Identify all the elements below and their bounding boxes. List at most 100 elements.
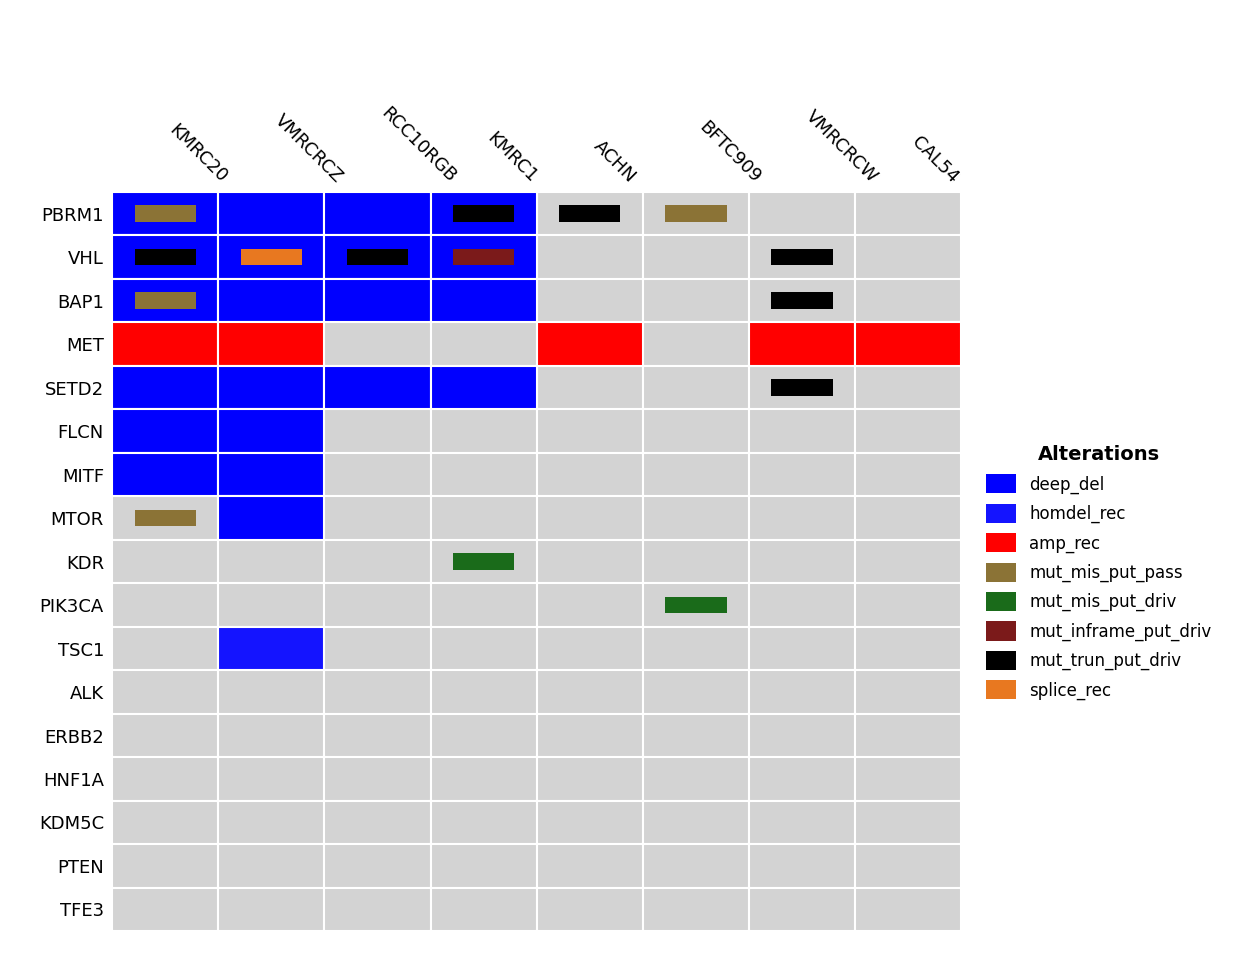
- Bar: [324, 670, 431, 714]
- Bar: [749, 453, 855, 496]
- Bar: [749, 540, 855, 584]
- Bar: [431, 801, 537, 844]
- Bar: [665, 597, 726, 613]
- Bar: [855, 714, 961, 757]
- Bar: [324, 323, 431, 366]
- Bar: [643, 323, 749, 366]
- Bar: [855, 453, 961, 496]
- Bar: [218, 453, 324, 496]
- Bar: [112, 409, 218, 453]
- Bar: [749, 323, 855, 366]
- Bar: [537, 540, 643, 584]
- Bar: [431, 844, 537, 888]
- Bar: [855, 366, 961, 409]
- Bar: [347, 249, 408, 266]
- Bar: [112, 844, 218, 888]
- Bar: [112, 714, 218, 757]
- Bar: [112, 235, 218, 279]
- Bar: [112, 235, 218, 279]
- Bar: [855, 888, 961, 931]
- Bar: [324, 757, 431, 801]
- Bar: [324, 366, 431, 409]
- Bar: [537, 844, 643, 888]
- Bar: [855, 584, 961, 627]
- Bar: [537, 888, 643, 931]
- Bar: [324, 235, 431, 279]
- Bar: [324, 844, 431, 888]
- Bar: [218, 888, 324, 931]
- Bar: [749, 366, 855, 409]
- Bar: [218, 714, 324, 757]
- Bar: [855, 670, 961, 714]
- Bar: [431, 192, 537, 235]
- Bar: [431, 496, 537, 540]
- Bar: [431, 279, 537, 323]
- Bar: [112, 496, 218, 540]
- Bar: [112, 627, 218, 670]
- Bar: [112, 192, 218, 235]
- Bar: [112, 453, 218, 496]
- Bar: [324, 627, 431, 670]
- Bar: [431, 453, 537, 496]
- Bar: [324, 366, 431, 409]
- Bar: [643, 844, 749, 888]
- Bar: [324, 714, 431, 757]
- Bar: [112, 757, 218, 801]
- Bar: [324, 540, 431, 584]
- Bar: [453, 553, 514, 570]
- Bar: [218, 192, 324, 235]
- Bar: [643, 192, 749, 235]
- Bar: [855, 496, 961, 540]
- Bar: [218, 670, 324, 714]
- Bar: [855, 844, 961, 888]
- Bar: [324, 496, 431, 540]
- Bar: [771, 249, 832, 266]
- Bar: [559, 205, 620, 222]
- Bar: [855, 323, 961, 366]
- Bar: [324, 801, 431, 844]
- Bar: [537, 409, 643, 453]
- Bar: [855, 409, 961, 453]
- Bar: [218, 844, 324, 888]
- Bar: [537, 323, 643, 366]
- Bar: [112, 453, 218, 496]
- Bar: [431, 192, 537, 235]
- Bar: [749, 627, 855, 670]
- Bar: [112, 540, 218, 584]
- Bar: [643, 801, 749, 844]
- Bar: [218, 409, 324, 453]
- Bar: [218, 279, 324, 323]
- Bar: [112, 409, 218, 453]
- Bar: [218, 540, 324, 584]
- Bar: [643, 627, 749, 670]
- Bar: [749, 757, 855, 801]
- Bar: [749, 714, 855, 757]
- Bar: [855, 757, 961, 801]
- Bar: [643, 366, 749, 409]
- Bar: [324, 453, 431, 496]
- Bar: [749, 670, 855, 714]
- Bar: [537, 670, 643, 714]
- Bar: [241, 249, 302, 266]
- Bar: [112, 584, 218, 627]
- Bar: [431, 757, 537, 801]
- Bar: [218, 323, 324, 366]
- Bar: [431, 627, 537, 670]
- Bar: [112, 366, 218, 409]
- Bar: [431, 540, 537, 584]
- Bar: [749, 496, 855, 540]
- Bar: [324, 888, 431, 931]
- Bar: [643, 235, 749, 279]
- Bar: [324, 584, 431, 627]
- Bar: [537, 235, 643, 279]
- Bar: [749, 323, 855, 366]
- Bar: [749, 409, 855, 453]
- Bar: [112, 801, 218, 844]
- Bar: [771, 379, 832, 396]
- Bar: [453, 205, 514, 222]
- Bar: [453, 249, 514, 266]
- Bar: [218, 279, 324, 323]
- Bar: [749, 844, 855, 888]
- Bar: [135, 249, 196, 266]
- Bar: [643, 496, 749, 540]
